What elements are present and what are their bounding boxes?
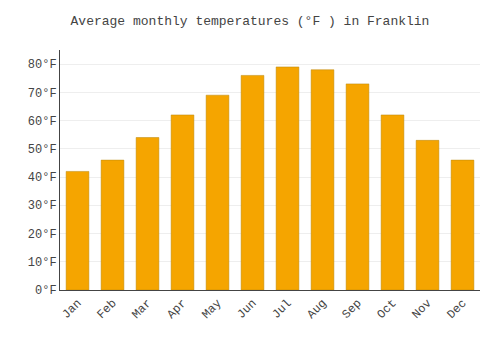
svg-text:0°F: 0°F: [35, 284, 57, 298]
svg-text:Nov: Nov: [409, 297, 434, 322]
svg-text:10°F: 10°F: [28, 256, 57, 270]
svg-text:Aug: Aug: [304, 297, 329, 322]
svg-text:Sep: Sep: [339, 297, 364, 322]
svg-text:Dec: Dec: [444, 297, 469, 322]
svg-text:80°F: 80°F: [28, 58, 57, 72]
svg-text:70°F: 70°F: [28, 87, 57, 101]
svg-text:Apr: Apr: [164, 297, 189, 322]
svg-text:Mar: Mar: [129, 297, 154, 322]
svg-text:Average monthly temperatures (: Average monthly temperatures (°F ) in Fr…: [71, 14, 430, 29]
svg-text:20°F: 20°F: [28, 228, 57, 242]
svg-text:40°F: 40°F: [28, 171, 57, 185]
svg-text:Jan: Jan: [59, 297, 84, 322]
svg-text:May: May: [199, 297, 224, 322]
svg-text:Oct: Oct: [374, 297, 399, 322]
svg-text:30°F: 30°F: [28, 199, 57, 213]
svg-text:Feb: Feb: [94, 297, 119, 322]
svg-text:50°F: 50°F: [28, 143, 57, 157]
svg-text:Jun: Jun: [234, 297, 259, 322]
svg-text:Jul: Jul: [269, 297, 294, 322]
svg-text:60°F: 60°F: [28, 115, 57, 129]
